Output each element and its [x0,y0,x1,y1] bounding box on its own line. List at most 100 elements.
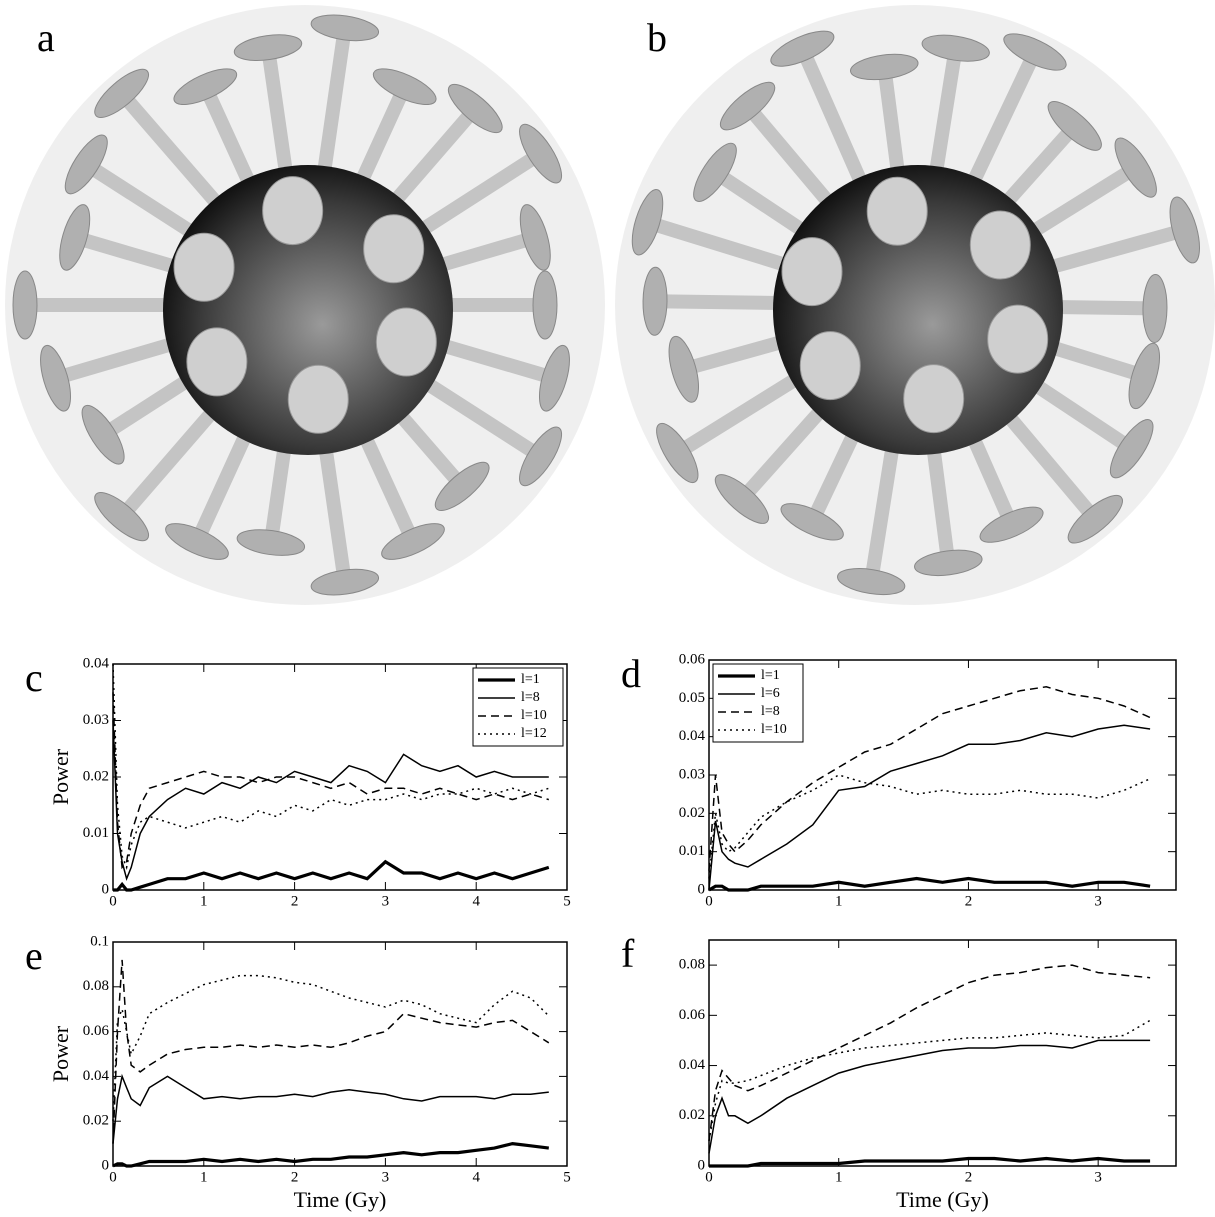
series-line [708,724,1151,891]
y-tick-label: 0.03 [83,712,109,728]
y-tick-label: 0.04 [679,728,706,744]
plume-head [519,204,551,271]
plume-blob [173,232,235,302]
x-tick-label: 1 [200,1169,208,1185]
plume-blob [287,364,349,434]
series-line [112,1141,550,1168]
plume-stem [640,215,808,277]
x-tick-label: 5 [563,893,571,909]
series-line [708,686,1151,871]
plume-stem [1023,222,1192,280]
legend-label: l=10 [521,708,547,723]
plume-head [12,270,38,340]
y-tick-label: 0.01 [679,843,705,859]
plume-stem [260,40,295,194]
y-tick-label: 0 [102,881,110,897]
plume-head [538,344,570,412]
plume-stem [740,99,845,221]
plume-head [668,335,699,403]
plume-head [447,83,503,134]
plume-blob [969,210,1031,280]
plume-blob [799,331,861,401]
y-tick-label: 0.04 [679,1057,706,1073]
plume-stem [670,361,821,460]
legend-label: l=8 [521,690,540,705]
plume-stem [795,41,874,203]
plume-head [40,344,72,412]
y-tick-label: 0.06 [679,1007,706,1023]
x-tick-label: 1 [200,893,208,909]
plume-head [64,134,108,195]
panel-label: a [37,15,55,60]
plume-head [714,474,770,524]
y-tick-label: 0.02 [679,1107,705,1123]
plume-head [81,404,125,465]
plume-head [59,204,91,271]
plume-blob [363,214,425,284]
plume-head [519,426,563,487]
plume-head [921,34,990,62]
series-line [112,692,550,870]
plume-head [642,266,668,336]
y-axis-label: Power [48,748,73,805]
series-line [112,974,550,1122]
y-tick-label: 0.02 [83,768,109,784]
y-tick-label: 0.08 [679,957,705,973]
x-tick-label: 2 [291,893,299,909]
panel-label: c [25,655,43,700]
plume-head [1109,419,1154,479]
x-tick-label: 1 [835,893,843,909]
x-tick-label: 2 [965,1169,973,1185]
plume-blob [866,176,928,246]
plume-stem [79,157,212,248]
plume-blob [262,176,324,246]
y-tick-label: 0.1 [90,933,109,949]
y-tick-label: 0 [102,1157,110,1173]
plume-head [310,14,380,42]
y-tick-label: 0 [698,881,706,897]
panel-label: d [621,651,641,696]
y-tick-label: 0.02 [83,1113,109,1129]
plume-stem [198,79,263,203]
plume-head [1114,137,1157,198]
plume-blob [781,237,843,307]
x-tick-label: 2 [291,1169,299,1185]
y-tick-label: 0.08 [83,978,109,994]
plume-head [1047,101,1102,151]
x-tick-label: 4 [472,893,480,909]
plume-head [770,30,835,67]
plume-stem [376,101,483,222]
plume-blob [903,364,965,434]
x-axis-label: Time (Gy) [896,1187,989,1212]
plume-stem [926,41,963,194]
plume-stem [648,294,803,311]
x-tick-label: 0 [705,893,713,909]
plume-head [94,492,150,542]
series-line [709,1156,1151,1168]
y-tick-label: 0.01 [83,825,109,841]
legend-label: l=6 [761,686,780,701]
plume-head [780,503,844,541]
series-line [112,720,549,882]
panel-label: b [647,15,667,60]
x-tick-label: 0 [705,1169,713,1185]
plume-blob [987,304,1049,374]
plume-stem [707,165,822,246]
y-tick-label: 0.06 [679,651,706,667]
x-tick-label: 3 [382,1169,390,1185]
plume-head [310,568,380,596]
plume-head [631,189,664,256]
x-tick-label: 3 [1094,1169,1102,1185]
y-tick-label: 0 [698,1157,706,1173]
series-line [708,1039,1151,1154]
x-tick-label: 2 [965,893,973,909]
panel-label: e [25,933,43,978]
plot-frame [708,939,1177,1167]
y-axis-label: Power [48,1025,73,1082]
plume-head [233,34,303,61]
series-line [708,964,1151,1141]
plume-blob [375,307,437,377]
y-tick-label: 0.06 [83,1023,110,1039]
plume-stem [315,20,352,194]
